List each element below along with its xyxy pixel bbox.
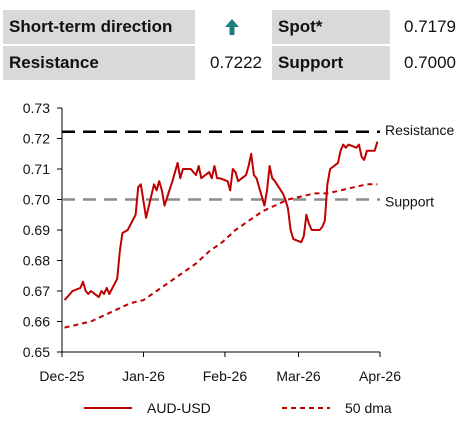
y-tick-label: 0.72 [23,131,50,147]
x-tick-label: Feb-26 [203,368,248,384]
y-tick-label: 0.71 [23,161,50,177]
y-tick-label: 0.68 [23,253,50,269]
support-label: Support [272,46,390,80]
y-tick-label: 0.70 [23,192,50,208]
x-tick-label: Jan-26 [122,368,165,384]
support-value: 0.7000 [404,53,456,72]
legend-aud-usd-label: AUD-USD [147,400,211,416]
y-tick-label: 0.65 [23,344,50,360]
legend-dma-50-label: 50 dma [345,400,392,416]
aud-usd-series-line [63,141,379,301]
resistance-label: Resistance [3,46,195,80]
spot-label: Spot* [272,10,390,44]
direction-cell [195,10,268,44]
x-tick-label: Mar-26 [276,368,321,384]
short-term-direction-label: Short-term direction [3,10,195,44]
x-tick-label: Dec-25 [39,368,84,384]
y-tick-label: 0.69 [23,222,50,238]
x-tick-label: Apr-26 [359,368,401,384]
resistance-value: 0.7222 [210,53,262,72]
resistance-label: Resistance [385,122,454,138]
y-tick-label: 0.73 [23,100,50,116]
y-tick-label: 0.66 [23,314,50,330]
support-label: Support [385,194,434,210]
up-arrow-icon [224,19,239,35]
y-tick-label: 0.67 [23,283,50,299]
spot-value: 0.7179 [404,17,456,36]
dma-50-series-line [64,183,378,329]
